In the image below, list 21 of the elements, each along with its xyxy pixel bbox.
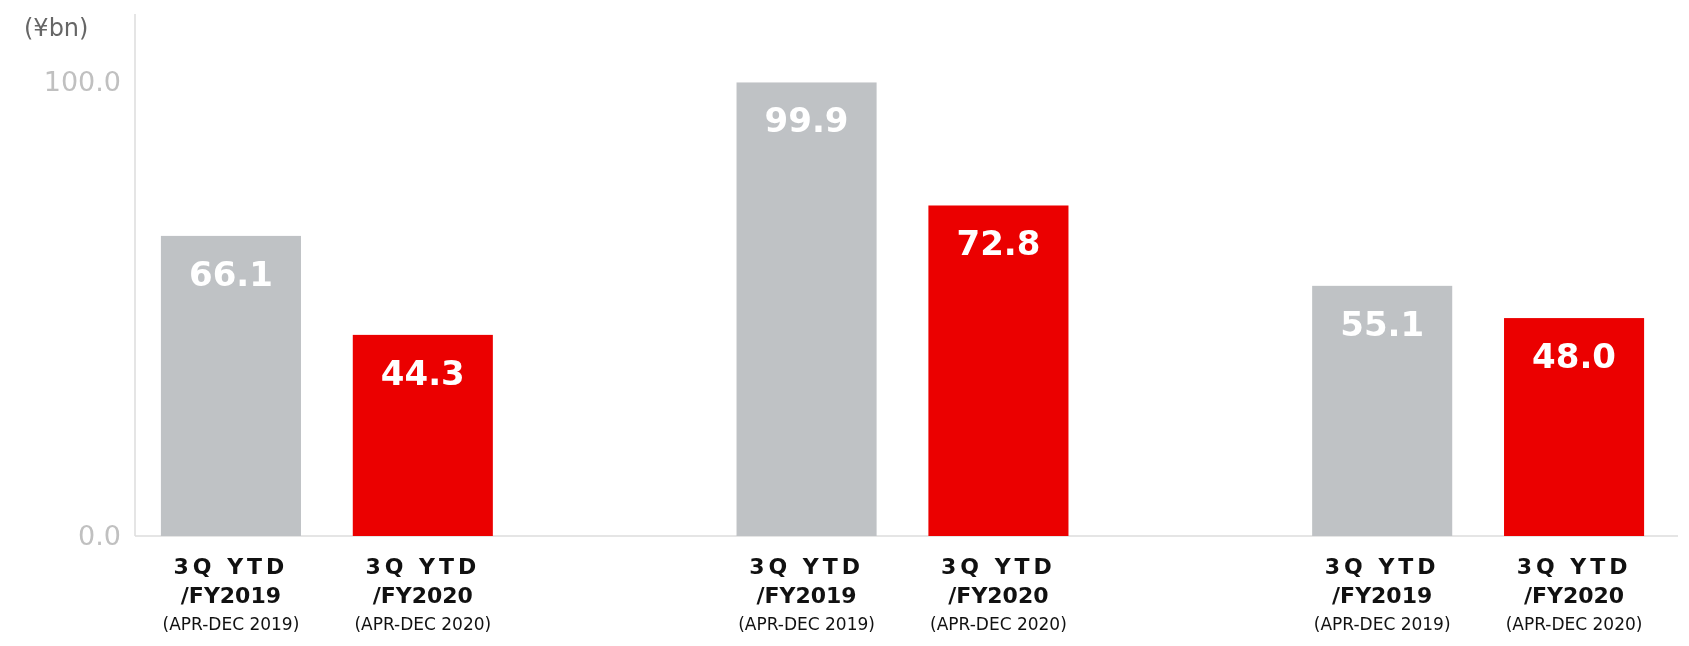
data-label: 72.8 [956,223,1041,264]
data-label: 55.1 [1340,303,1425,344]
x-tick-label: 3Q YTD /FY2020 (APR-DEC 2020) [1505,554,1643,634]
x-tick-label: 3Q YTD /FY2020 (APR-DEC 2020) [930,554,1067,634]
data-label: 99.9 [764,100,849,141]
bar [736,82,877,536]
x-tick-label: 3Q YTD /FY2020 (APR-DEC 2020) [354,554,492,634]
bar [928,205,1069,536]
y-tick-label: 100.0 [43,66,121,98]
bar [160,235,301,536]
data-label: 48.0 [1532,336,1617,377]
x-tick-label: 3Q YTD /FY2019 (APR-DEC 2019) [1313,554,1451,634]
x-tick-label: 3Q YTD /FY2019 (APR-DEC 2019) [162,554,300,634]
bar [1504,318,1645,536]
data-label: 66.1 [188,253,273,294]
y-axis-title: (¥bn) [24,14,89,42]
y-tick-label: 0.0 [78,520,121,552]
data-label: 44.3 [380,352,465,393]
bar [1312,285,1453,536]
x-tick-label: 3Q YTD /FY2019 (APR-DEC 2019) [738,554,875,634]
bar [352,334,493,536]
